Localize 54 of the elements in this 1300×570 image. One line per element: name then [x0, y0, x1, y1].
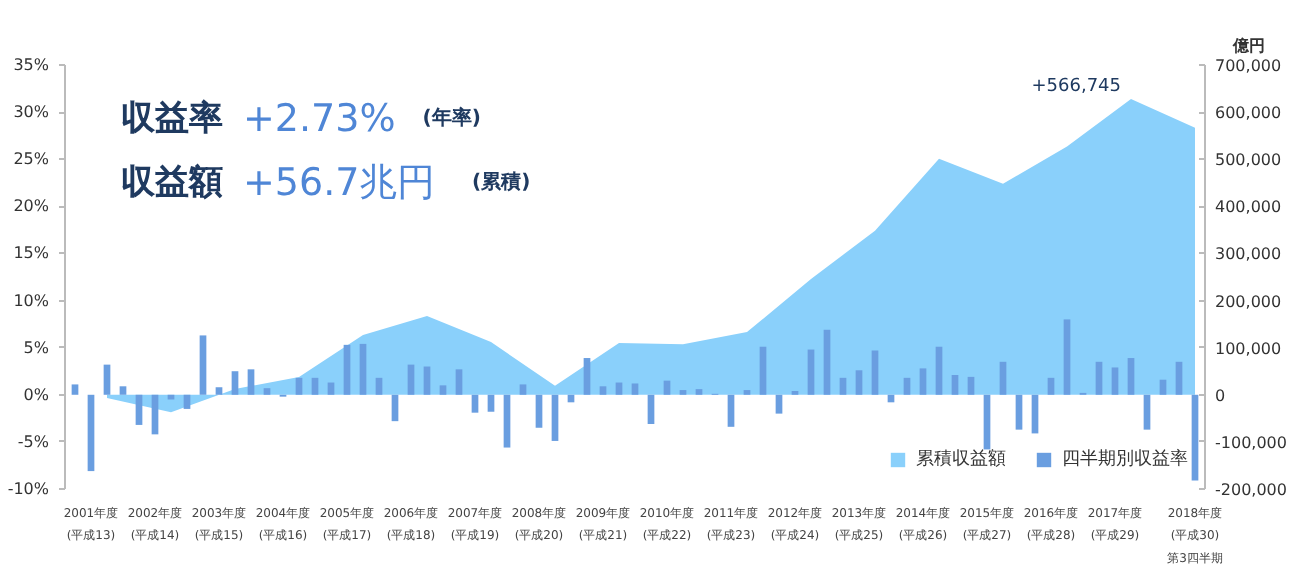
y-tick-label: 10%	[13, 291, 50, 310]
bar	[71, 384, 79, 395]
bar	[871, 350, 879, 395]
y-tick-label: 35%	[13, 56, 50, 74]
y2-tick-label: -200,000	[1215, 481, 1287, 499]
bar	[599, 386, 607, 395]
y-tick-label: 15%	[13, 244, 50, 263]
bar	[1111, 367, 1119, 395]
y-tick-label: 30%	[13, 103, 50, 122]
bar	[775, 394, 783, 414]
bar	[631, 383, 639, 395]
y2-axis-title: 億円	[1231, 37, 1265, 55]
bar	[471, 394, 479, 413]
y-tick-label: 25%	[13, 150, 50, 169]
y2-tick-label: 600,000	[1215, 104, 1282, 123]
bar	[967, 376, 975, 395]
bar	[1015, 394, 1023, 430]
bar	[951, 374, 959, 395]
bar	[1127, 358, 1135, 395]
annotation: 収益額 +56.7兆円 (累積)	[121, 161, 531, 205]
y-tick-label: -5%	[17, 432, 50, 451]
annotation: +566,745	[1031, 77, 1122, 97]
bar	[1063, 319, 1071, 395]
y-tick-label: -10%	[7, 480, 50, 498]
y2-tick-label: 100,000	[1215, 339, 1282, 358]
bar	[455, 369, 463, 395]
y2-tick-label: 500,000	[1215, 151, 1282, 170]
y2-tick-label: -100,000	[1215, 433, 1287, 452]
y2-tick-label: 0	[1215, 386, 1226, 405]
y-tick-label: 0%	[23, 385, 50, 404]
legend-label: 四半期別収益率	[1062, 447, 1188, 472]
bar	[215, 387, 223, 395]
bar	[583, 358, 591, 395]
y2-tick-label: 300,000	[1215, 245, 1282, 264]
bar	[519, 384, 527, 395]
bar	[263, 388, 271, 395]
y-tick-label: 20%	[13, 197, 50, 216]
bar	[1143, 394, 1151, 430]
y2-tick-label: 200,000	[1215, 292, 1282, 311]
bar	[119, 386, 127, 395]
legend-label: 累積収益額	[916, 447, 1006, 472]
bar	[855, 370, 863, 395]
bar	[503, 394, 511, 448]
bar	[919, 368, 927, 395]
y2-tick-label: 400,000	[1215, 198, 1282, 217]
bar	[695, 389, 703, 395]
bar	[247, 369, 255, 395]
y-tick-label: 5%	[23, 338, 50, 357]
bar	[439, 385, 447, 395]
bar	[199, 335, 207, 395]
annotation: 収益率 +2.73% (年率)	[121, 97, 481, 141]
y2-tick-label: 700,000	[1215, 57, 1282, 75]
bar	[1191, 394, 1199, 481]
bar	[231, 371, 239, 395]
